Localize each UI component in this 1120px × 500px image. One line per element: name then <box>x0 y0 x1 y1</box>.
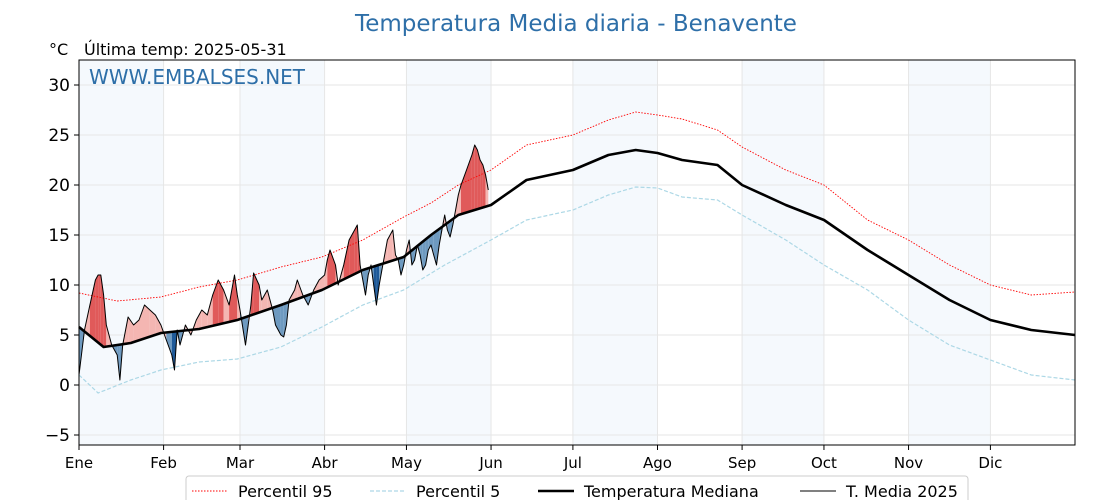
anomaly-above-segment <box>458 185 461 215</box>
anomaly-above-segment <box>477 150 481 210</box>
month-band-sep <box>742 60 824 445</box>
anomaly-below-segment <box>436 229 440 265</box>
anomaly-below-segment <box>422 239 426 270</box>
anomaly-above-segment <box>133 320 139 343</box>
x-tick-label: Jul <box>563 454 582 472</box>
anomaly-below-segment <box>280 304 284 337</box>
series-line-median <box>78 148 1076 349</box>
anomaly-above-segment <box>218 280 224 325</box>
anomaly-below-segment <box>401 257 404 275</box>
anomaly-above-segment <box>95 275 99 343</box>
anomaly-below-segment <box>373 265 377 305</box>
x-tick-label: Mar <box>226 454 255 472</box>
x-tick-label: Ene <box>65 454 93 472</box>
anomaly-above-segment <box>223 290 230 324</box>
legend: Percentil 95 Percentil 5 Temperatura Media… <box>185 475 969 500</box>
plot-frame <box>78 59 1076 446</box>
unit-label: °C <box>49 40 68 59</box>
x-tick-label: Oct <box>811 454 837 472</box>
x-tick-label: Dic <box>978 454 1002 472</box>
anomaly-above-segment <box>330 250 336 286</box>
x-tick-label: Jun <box>478 454 502 472</box>
anomaly-above-segment <box>149 310 156 337</box>
anomaly-above-segment <box>89 280 96 341</box>
anomaly-above-segment <box>234 275 238 321</box>
series-line-p5 <box>78 186 1076 394</box>
anomaly-below-segment <box>171 331 175 370</box>
anomaly-below-segment <box>420 241 423 270</box>
y-tick-label: 25 <box>48 126 70 146</box>
y-axis: −5 0 5 10 15 20 25 30 <box>45 76 79 446</box>
anomaly-above-segment <box>144 305 150 339</box>
anomaly-above-segment <box>343 240 350 280</box>
y-tick-label: 5 <box>59 326 70 346</box>
x-tick-label: Feb <box>150 454 177 472</box>
anomaly-above-segment <box>196 310 202 330</box>
anomaly-below-segment <box>376 264 380 305</box>
anomaly-above-segment <box>354 225 358 274</box>
x-tick-label: Ago <box>643 454 672 472</box>
y-tick-label: 0 <box>59 376 70 396</box>
anomaly-above-segment <box>229 275 235 322</box>
x-tick-label: Abr <box>312 454 339 472</box>
series-line-current <box>78 144 489 381</box>
month-band-mar <box>239 60 325 445</box>
y-tick-label: 15 <box>48 226 70 246</box>
y-tick-label: 20 <box>48 176 70 196</box>
anomaly-above-segment <box>474 145 478 210</box>
anomaly-above-segment <box>482 165 486 208</box>
month-band-nov <box>908 60 991 445</box>
legend-label-p5: Percentil 5 <box>416 482 500 500</box>
month-bands <box>79 60 991 445</box>
anomaly-above-segment <box>461 170 467 215</box>
chart-title: Temperatura Media diaria - Benavente <box>354 11 797 37</box>
anomaly-above-segment <box>480 160 483 209</box>
grid-lines <box>78 60 1075 445</box>
legend-label-current: T. Media 2025 <box>845 482 958 500</box>
anomaly-above-segment <box>466 155 472 213</box>
month-band-ene <box>79 60 164 445</box>
anomaly-below-segment <box>166 331 172 355</box>
y-tick-label: 30 <box>48 76 70 96</box>
last-temp-label: Última temp: 2025-05-31 <box>84 40 287 59</box>
anomaly-above-segment <box>324 260 328 289</box>
anomaly-above-segment <box>207 295 213 328</box>
anomaly-below-segment <box>428 235 431 250</box>
anomaly-above-segment <box>253 273 260 315</box>
x-tick-label: Nov <box>894 454 923 472</box>
anomaly-above-segment <box>485 175 489 207</box>
series-line-p95 <box>78 111 1076 302</box>
legend-box <box>185 475 969 500</box>
anomaly-below-segment <box>447 221 451 237</box>
anomaly-above-segment <box>294 280 298 300</box>
y-tick-label: −5 <box>45 426 70 446</box>
anomaly-above-segment <box>139 305 145 341</box>
legend-label-median: Temperatura Mediana <box>583 482 759 500</box>
anomaly-above-segment <box>98 275 101 345</box>
anomaly-below-segment <box>425 237 429 265</box>
anomaly-below-segment <box>283 303 287 337</box>
anomaly-below-segment <box>431 233 434 255</box>
anomaly-above-segment <box>349 230 355 277</box>
x-tick-label: May <box>391 454 422 472</box>
anomaly-above-segment <box>201 310 208 329</box>
legend-label-p95: Percentil 95 <box>238 482 333 500</box>
anomaly-above-segment <box>261 290 268 312</box>
x-axis: Ene Feb Mar Abr May Jun Jul Ago Sep Oct Nov Dic <box>65 445 1002 472</box>
watermark: WWW.EMBALSES.NET <box>89 65 306 89</box>
y-tick-label: 10 <box>48 276 70 296</box>
anomaly-above-segment <box>155 315 161 335</box>
x-tick-label: Sep <box>728 454 756 472</box>
anomaly-above-segment <box>259 285 262 313</box>
month-band-jul <box>572 60 658 445</box>
